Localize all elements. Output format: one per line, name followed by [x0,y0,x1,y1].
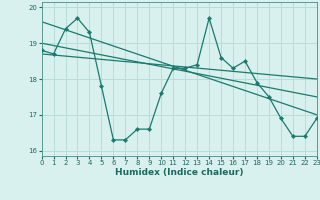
X-axis label: Humidex (Indice chaleur): Humidex (Indice chaleur) [115,168,244,177]
